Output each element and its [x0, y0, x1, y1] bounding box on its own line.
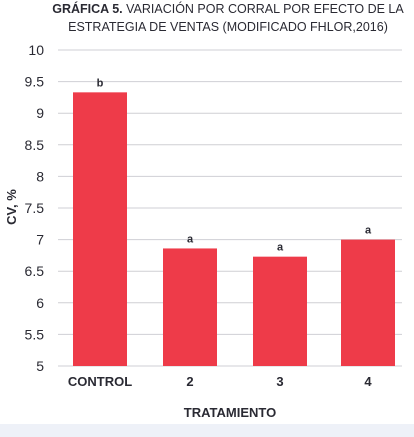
significance-label: a — [277, 242, 284, 254]
x-category-label: 4 — [364, 374, 372, 389]
bar-4 — [341, 239, 395, 366]
x-category-label: CONTROL — [68, 374, 132, 389]
y-tick-labels: 5 5.5 6 6.5 7 7.5 8 8.5 9 9.5 10 — [25, 42, 45, 374]
x-category-label: 3 — [276, 374, 283, 389]
bar-2 — [163, 248, 217, 366]
x-category-labels: CONTROL 2 3 4 — [68, 374, 373, 389]
significance-label: a — [187, 233, 194, 245]
y-tick-label: 8 — [36, 168, 44, 184]
y-tick-label: 8.5 — [25, 137, 45, 153]
y-tick-label: 9.5 — [25, 74, 45, 90]
y-axis-title: CV, % — [4, 189, 19, 225]
chart-title-rest: VARIACIÓN POR CORRAL POR EFECTO DE LA — [123, 1, 405, 16]
y-tick-label: 6 — [36, 295, 44, 311]
significance-label: a — [365, 225, 372, 237]
footer-band — [0, 424, 414, 437]
y-tick-label: 5.5 — [25, 326, 45, 342]
y-tick-label: 9 — [36, 105, 44, 121]
y-tick-label: 10 — [28, 42, 44, 58]
y-tick-label: 7.5 — [25, 200, 45, 216]
chart-title-line-1: GRÁFICA 5. VARIACIÓN POR CORRAL POR EFEC… — [52, 1, 404, 16]
y-tick-label: 5 — [36, 358, 44, 374]
y-tick-label: 7 — [36, 232, 44, 248]
chart-title-line-2: ESTRATEGIA DE VENTAS (MODIFICADO FHLOR,2… — [68, 20, 388, 34]
significance-label: b — [97, 77, 104, 89]
bar-control — [73, 92, 127, 367]
x-axis-title: TRATAMIENTO — [184, 405, 276, 420]
chart-title-prefix: GRÁFICA 5. — [52, 1, 122, 16]
significance-labels: b a a a — [97, 77, 372, 253]
bar-3 — [253, 256, 307, 366]
x-category-label: 2 — [186, 374, 193, 389]
bars — [73, 92, 395, 367]
y-tick-label: 6.5 — [25, 263, 45, 279]
